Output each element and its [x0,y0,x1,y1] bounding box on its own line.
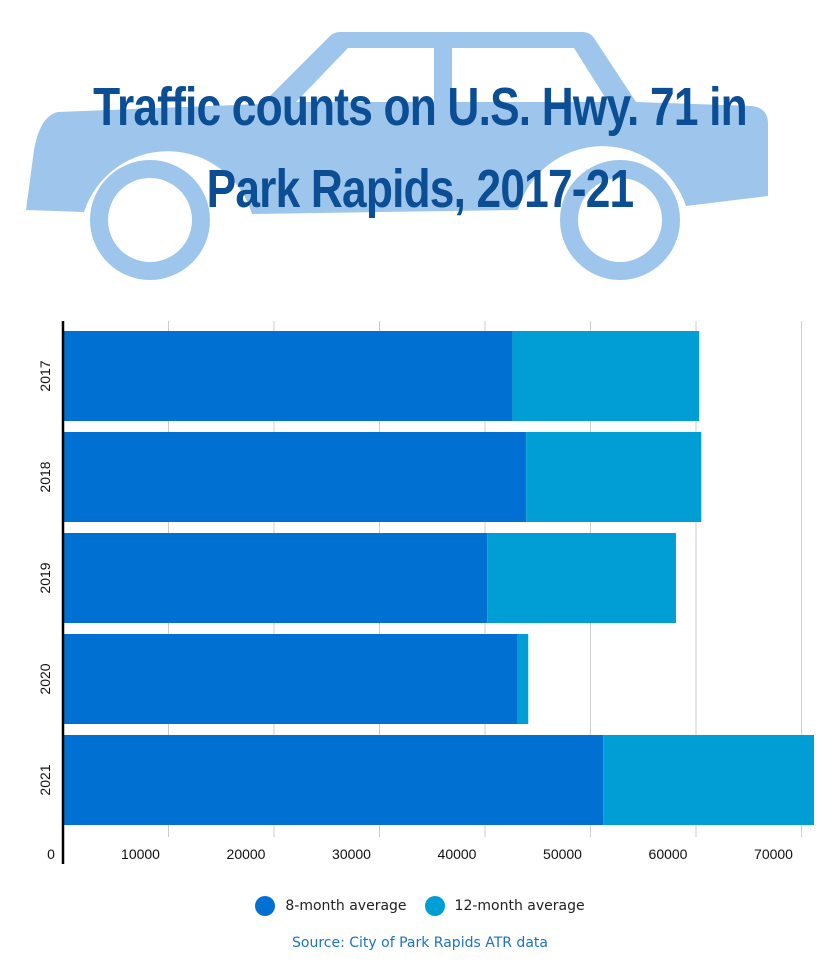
x-tick-label-20000: 20000 [227,846,266,862]
car-wheel-right-hub [578,178,662,262]
legend-swatch-8-month [255,896,276,916]
y-tick-label-2018: 2018 [37,461,53,492]
bar-2021-8-month [63,735,604,825]
bar-chart: 2017 2018 2019 2020 2021 0 10000 20000 30000 4000… [37,321,814,864]
bar-2017-12-month [512,331,700,421]
x-tick-label-60000: 60000 [649,846,688,862]
x-tick-label-10000: 10000 [121,846,160,862]
y-tick-label-2021: 2021 [37,764,53,795]
bar-2018-8-month [63,432,527,522]
chart-legend: 8-month average 12-month average [0,896,840,916]
bar-2019-12-month [487,533,676,623]
legend-item-12-month: 12-month average [424,896,585,916]
y-tick-label-2020: 2020 [37,663,53,694]
legend-label-8-month: 8-month average [285,898,407,914]
bar-2020-12-month [517,634,529,724]
bar-2020-8-month [63,634,518,724]
x-tick-label-40000: 40000 [438,846,477,862]
x-tick-label-30000: 30000 [332,846,371,862]
y-tick-label-2019: 2019 [37,562,53,593]
chart-title-line-2: Park Rapids, 2017-21 [206,159,634,219]
car-illustration [26,32,768,280]
source-note: Source: City of Park Rapids ATR data [292,935,548,951]
x-tick-label-70000: 70000 [754,846,793,862]
car-window-left [296,48,434,102]
legend-label-12-month: 12-month average [454,898,585,914]
y-tick-label-2017: 2017 [37,360,53,391]
legend-swatch-12-month [424,896,445,916]
chart-title-line-1: Traffic counts on U.S. Hwy. 71 in [93,77,747,137]
bar-2019-8-month [63,533,488,623]
bar-2017-8-month [63,331,513,421]
car-wheel-left-hub [108,178,192,262]
bar-2018-12-month [526,432,702,522]
x-tick-label-50000: 50000 [543,846,582,862]
car-window-right [452,48,608,102]
x-tick-label-0: 0 [47,846,55,862]
legend-item-8-month: 8-month average [255,896,407,916]
bar-2021-12-month [603,735,814,825]
